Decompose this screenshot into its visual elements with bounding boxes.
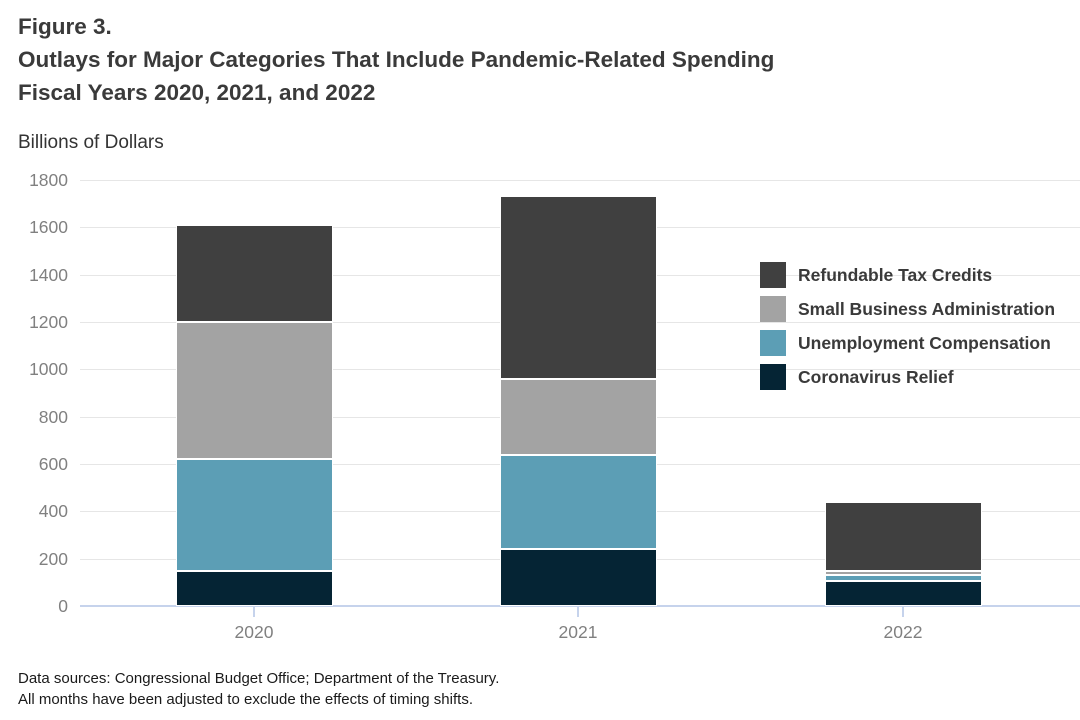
bar-segment-2020-unemployment-compensation (175, 459, 333, 571)
bar-segment-2020-coronavirus-relief (175, 570, 333, 606)
y-tick-label: 200 (38, 548, 68, 569)
bar-segment-2022-coronavirus-relief (824, 581, 982, 606)
y-axis-units-label: Billions of Dollars (18, 132, 164, 153)
y-tick-label: 800 (38, 406, 68, 427)
bar-segment-2020-small-business-administration (175, 322, 333, 460)
x-tick-label: 2020 (234, 622, 274, 642)
legend-label: Coronavirus Relief (798, 367, 954, 387)
adjustment-note: All months have been adjusted to exclude… (18, 691, 473, 708)
bar-segment-2021-coronavirus-relief (499, 548, 657, 606)
bar-segment-2021-small-business-administration (499, 378, 657, 456)
y-tick-label: 0 (58, 596, 68, 616)
figure-label: Figure 3. (18, 14, 112, 39)
bar-segment-2020-refundable-tax-credits (175, 224, 333, 323)
page-subtitle: Fiscal Years 2020, 2021, and 2022 (18, 80, 376, 105)
y-tick-label: 1800 (29, 170, 68, 190)
bar-segment-2021-unemployment-compensation (499, 455, 657, 549)
y-tick-label: 400 (38, 501, 68, 522)
bar-2020 (175, 180, 333, 606)
bar-2022 (824, 180, 982, 606)
gridline (80, 180, 1080, 181)
bar-segment-2022-small-business-administration (824, 570, 982, 576)
y-tick-label: 600 (38, 454, 68, 474)
x-axis-tick (577, 607, 579, 617)
y-tick-label: 1000 (29, 359, 68, 380)
y-tick-label: 1200 (29, 312, 68, 332)
y-tick-label: 1400 (29, 264, 68, 285)
legend-swatch-icon (760, 330, 786, 356)
legend-swatch-icon (760, 262, 786, 288)
legend-label: Unemployment Compensation (798, 333, 1051, 353)
page-title: Outlays for Major Categories That Includ… (18, 47, 775, 72)
x-axis-tick (253, 607, 255, 617)
legend-swatch-icon (760, 364, 786, 390)
y-tick-label: 1600 (29, 217, 68, 238)
figure-header: Figure 3. Outlays for Major Categories T… (18, 10, 1068, 109)
data-sources-note: Data sources: Congressional Budget Offic… (18, 670, 500, 687)
x-axis-tick (902, 607, 904, 617)
legend-swatch-icon (760, 296, 786, 322)
source-notes: Data sources: Congressional Budget Offic… (18, 668, 1068, 710)
x-tick-label: 2021 (558, 622, 598, 642)
legend-label: Refundable Tax Credits (798, 265, 993, 285)
bar-segment-2022-unemployment-compensation (824, 575, 982, 582)
legend-label: Small Business Administration (798, 299, 1056, 319)
bar-segment-2022-refundable-tax-credits (824, 502, 982, 571)
x-tick-label: 2022 (883, 622, 923, 642)
bar-2021 (499, 180, 657, 606)
x-axis-baseline (80, 605, 1080, 607)
bar-segment-2021-refundable-tax-credits (499, 195, 657, 379)
